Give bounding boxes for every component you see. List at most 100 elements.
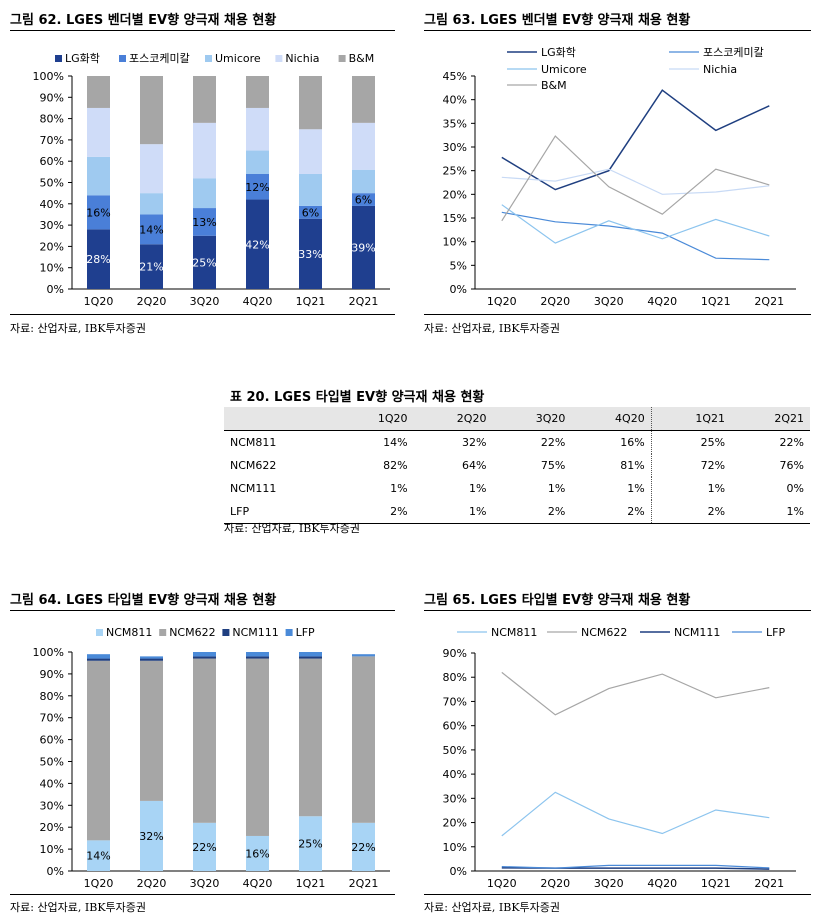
y-tick-label: 10% <box>443 236 467 249</box>
bar-segment-umicore <box>140 193 163 215</box>
bar-segment-ncm111 <box>193 656 216 659</box>
table-cell: 2% <box>334 500 414 524</box>
bar-data-label: 14% <box>139 223 163 236</box>
table-source: 자료: 산업자료, IBK투자증권 <box>224 522 361 535</box>
table-row-label: NCM622 <box>230 459 277 472</box>
x-tick-label: 1Q20 <box>487 877 517 890</box>
bar-data-label: 25% <box>298 838 322 851</box>
y-tick-label: 10% <box>40 262 64 275</box>
fig62-title-rule <box>10 30 395 31</box>
y-tick-label: 50% <box>40 177 64 190</box>
bar-segment-ncm111 <box>299 656 322 659</box>
legend-swatch <box>96 629 103 636</box>
y-tick-label: 70% <box>40 712 64 725</box>
bar-segment-b-m <box>246 76 269 108</box>
bar-data-label: 16% <box>86 206 110 219</box>
bar-segment-lfp <box>246 652 269 657</box>
bar-segment-ncm622 <box>299 658 322 817</box>
table-cell: 22% <box>779 436 804 449</box>
bar-segment-ncm111 <box>246 656 269 659</box>
table-row: NCM622 82% 64% 75% 81% 72% 76% <box>224 454 810 477</box>
fig63-title-rule <box>424 30 811 31</box>
bar-segment-umicore <box>193 178 216 209</box>
table-cell: 76% <box>779 459 804 472</box>
bar-segment-ncm811 <box>87 840 110 871</box>
bar-segment-nichia <box>352 122 375 170</box>
y-tick-label: 15% <box>443 212 467 225</box>
bar-segment-ncm622 <box>352 656 375 823</box>
series-line-- <box>501 211 770 261</box>
y-tick-label: 10% <box>443 841 467 854</box>
fig64-source: 자료: 산업자료, IBK투자증권 <box>10 901 147 914</box>
series-line-nichia <box>501 168 770 195</box>
fig64-bottom-rule <box>10 894 395 895</box>
legend-label: NCM622 <box>169 626 215 639</box>
table-cell: 1% <box>413 500 493 524</box>
legend-label: LFP <box>296 626 315 639</box>
table-cell: 2% <box>650 500 732 524</box>
y-tick-label: 80% <box>443 671 467 684</box>
y-tick-label: 35% <box>443 117 467 130</box>
table-row: NCM811 14% 32% 22% 16% 25% 22% <box>224 430 810 454</box>
legend-label: Umicore <box>215 52 261 65</box>
y-tick-label: 0% <box>47 865 64 878</box>
legend-swatch <box>275 55 283 62</box>
table-cell: 81% <box>620 459 645 472</box>
table-cell: 1% <box>547 482 566 495</box>
table-col-header: 4Q20 <box>571 407 652 431</box>
legend-label: LFP <box>766 626 785 639</box>
bar-segment-ncm622 <box>140 660 163 801</box>
x-tick-label: 4Q20 <box>647 877 677 890</box>
table-cell: 1% <box>627 482 645 495</box>
y-tick-label: 60% <box>40 734 64 747</box>
bar-data-label: 6% <box>302 206 319 219</box>
table-row: NCM111 1% 1% 1% 1% 1% 0% <box>224 477 810 500</box>
y-tick-label: 30% <box>443 792 467 805</box>
table-col-header: 1Q21 <box>650 407 732 431</box>
table-col-header: 3Q20 <box>492 407 572 431</box>
y-tick-label: 20% <box>40 821 64 834</box>
x-tick-label: 2Q20 <box>540 295 570 308</box>
x-tick-label: 2Q21 <box>349 877 379 890</box>
table-header-row: 1Q20 2Q20 3Q20 4Q20 1Q21 2Q21 <box>224 407 810 431</box>
fig65-source: 자료: 산업자료, IBK투자증권 <box>424 901 561 914</box>
bar-data-label: 22% <box>351 841 375 854</box>
bar-segment-lfp <box>352 654 375 657</box>
fig62-title: 그림 62. LGES 벤더별 EV향 양극재 채용 현황 <box>10 13 277 28</box>
bar-data-label: 21% <box>139 261 163 274</box>
bar-segment-ncm811 <box>352 822 375 871</box>
bar-segment-ncm622 <box>193 658 216 823</box>
bar-segment-ncm622 <box>246 658 269 836</box>
legend-swatch <box>159 629 167 636</box>
x-tick-label: 3Q20 <box>594 295 624 308</box>
bar-data-label: 39% <box>351 241 375 254</box>
legend-label: LG화학 <box>65 52 100 65</box>
x-tick-label: 1Q21 <box>701 295 731 308</box>
legend-label: Umicore <box>541 63 587 76</box>
y-tick-label: 20% <box>40 240 64 253</box>
bar-data-label: 22% <box>192 841 216 854</box>
y-tick-label: 40% <box>443 768 467 781</box>
fig65-bottom-rule <box>424 894 811 895</box>
bar-segment-nichia <box>246 107 269 151</box>
bar-segment-lg- <box>299 218 322 289</box>
table-cell: 1% <box>731 500 810 524</box>
series-line-ncm811 <box>501 791 770 837</box>
bar-data-label: 33% <box>298 248 322 261</box>
y-tick-label: 30% <box>40 799 64 812</box>
y-tick-label: 70% <box>443 695 467 708</box>
series-line-lfp <box>501 864 770 869</box>
bar-segment-nichia <box>193 122 216 179</box>
bar-segment-nichia <box>140 144 163 194</box>
legend-swatch <box>119 55 126 62</box>
legend-label: 포스코케미칼 <box>703 46 764 59</box>
table-cell: 14% <box>383 436 408 449</box>
x-tick-label: 3Q20 <box>190 295 220 308</box>
bar-segment-umicore <box>299 173 322 206</box>
x-tick-label: 1Q21 <box>296 295 326 308</box>
bar-data-label: 32% <box>139 830 163 843</box>
x-tick-label: 2Q21 <box>754 295 784 308</box>
fig64-title-rule <box>10 610 395 611</box>
legend-label: B&M <box>541 79 567 92</box>
bar-segment-lg- <box>87 229 110 289</box>
